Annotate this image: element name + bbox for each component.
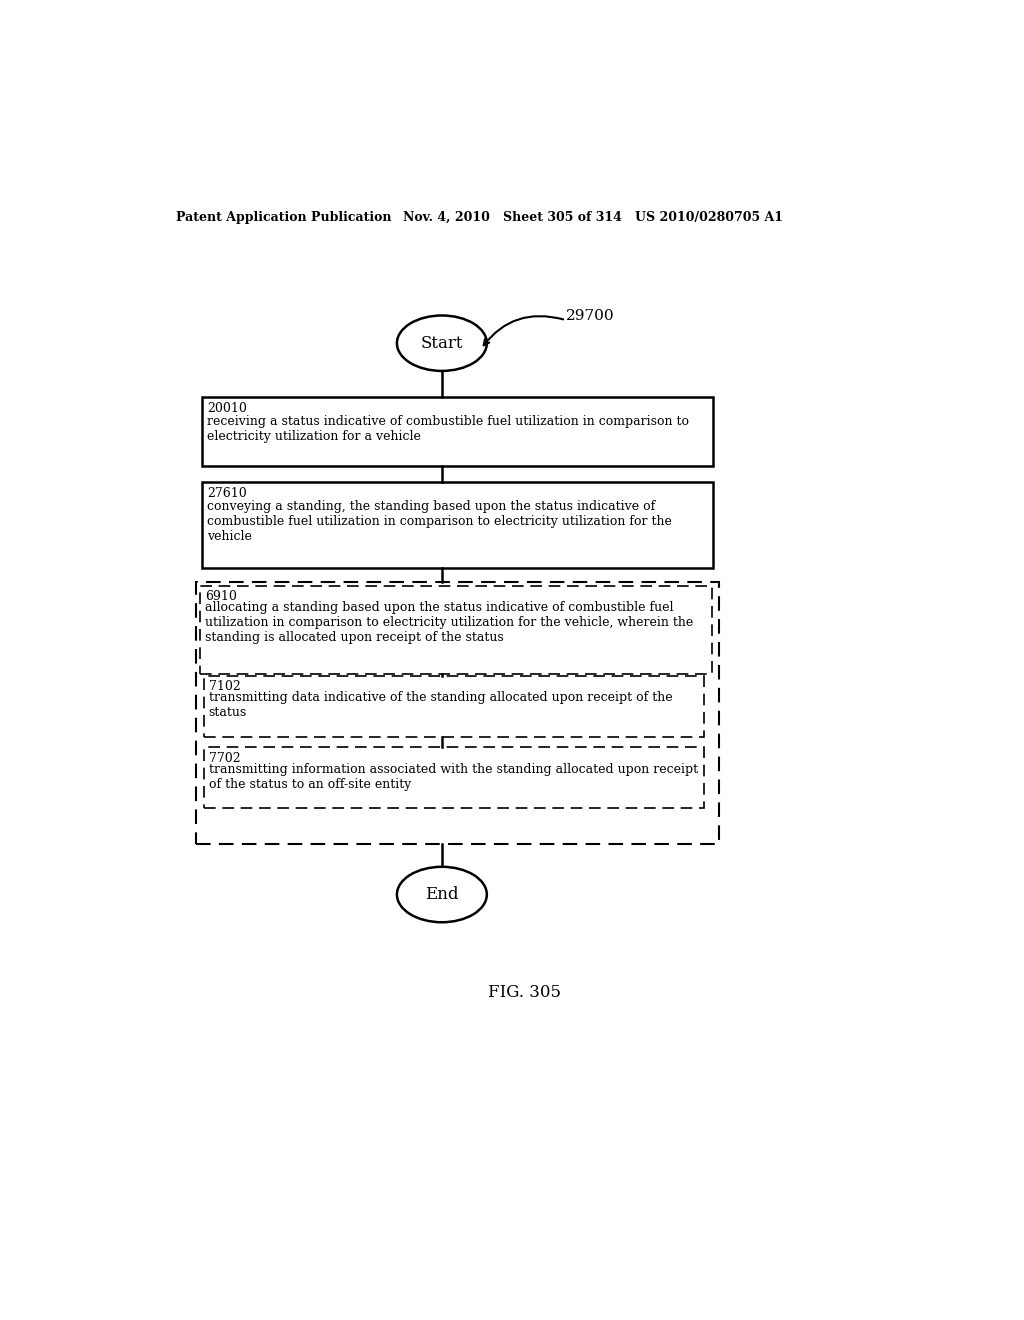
Bar — [202, 397, 713, 466]
Text: 29700: 29700 — [566, 309, 614, 322]
Bar — [200, 586, 712, 675]
Text: Start: Start — [421, 335, 463, 351]
Text: conveying a standing, the standing based upon the status indicative of
combustib: conveying a standing, the standing based… — [207, 499, 672, 543]
Text: Patent Application Publication: Patent Application Publication — [176, 211, 391, 224]
Text: 7102: 7102 — [209, 681, 241, 693]
Text: End: End — [425, 886, 459, 903]
Text: allocating a standing based upon the status indicative of combustible fuel
utili: allocating a standing based upon the sta… — [205, 601, 693, 644]
Bar — [202, 482, 713, 568]
Text: Nov. 4, 2010   Sheet 305 of 314   US 2010/0280705 A1: Nov. 4, 2010 Sheet 305 of 314 US 2010/02… — [403, 211, 783, 224]
Text: receiving a status indicative of combustible fuel utilization in comparison to
e: receiving a status indicative of combust… — [207, 414, 689, 442]
Ellipse shape — [397, 315, 486, 371]
Text: 6910: 6910 — [205, 590, 237, 603]
Text: 20010: 20010 — [207, 403, 247, 416]
Text: transmitting information associated with the standing allocated upon receipt
of : transmitting information associated with… — [209, 763, 697, 791]
Bar — [197, 582, 719, 843]
Bar — [204, 676, 703, 738]
Text: 7702: 7702 — [209, 752, 241, 766]
Text: 27610: 27610 — [207, 487, 247, 500]
Ellipse shape — [397, 867, 486, 923]
Bar — [204, 747, 703, 808]
Text: FIG. 305: FIG. 305 — [488, 983, 561, 1001]
Text: transmitting data indicative of the standing allocated upon receipt of the
statu: transmitting data indicative of the stan… — [209, 692, 672, 719]
